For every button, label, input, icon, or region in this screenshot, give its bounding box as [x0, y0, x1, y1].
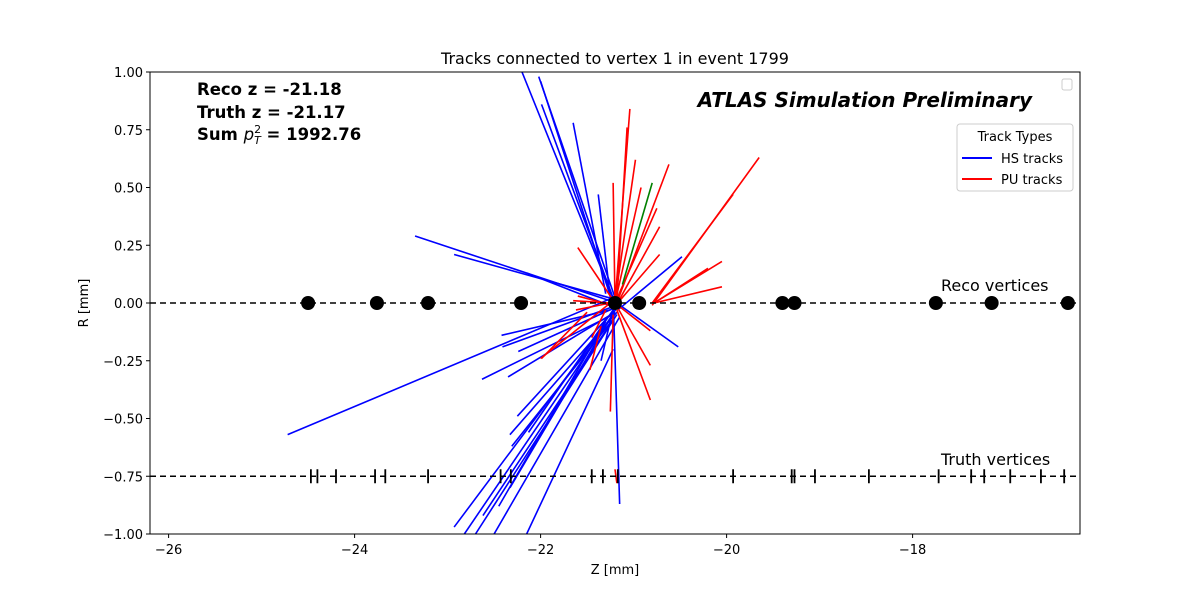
sum-pt2-value: = 1992.76: [261, 125, 361, 144]
hs-track-line: [539, 80, 612, 297]
pu-track-line: [653, 286, 723, 304]
legend-pu-label: PU tracks: [1001, 173, 1063, 188]
hs-track-line: [597, 194, 612, 299]
y-tick-label: −0.50: [103, 413, 143, 428]
pu-track-line: [612, 182, 616, 304]
y-tick-label: −0.25: [103, 355, 143, 370]
reco-vertex-marker: [632, 296, 647, 310]
x-tick-label: −24: [341, 543, 368, 558]
reco-z-text: Reco z = -21.18: [197, 80, 342, 99]
pu-track-line: [651, 193, 734, 304]
reco-vertex-marker: [1060, 296, 1075, 310]
hs-track-line: [414, 235, 618, 304]
reco-vertex-marker: [421, 296, 436, 310]
pu-track-line: [577, 247, 616, 304]
hs-track-line: [507, 311, 616, 378]
x-tick-label: −20: [713, 543, 740, 558]
pu-track-line: [589, 325, 602, 371]
pu-track-line: [614, 187, 642, 304]
reco-vertex-marker: [787, 296, 802, 310]
empty-legend-box: [1061, 78, 1073, 91]
pu-track-line: [540, 311, 588, 360]
hs-track-line: [521, 72, 614, 299]
pu-track-line: [614, 302, 652, 366]
pu-track-line: [614, 226, 661, 309]
hs-track-line: [481, 313, 614, 380]
pu-track-line: [577, 295, 605, 304]
vertices-layer: [301, 296, 1075, 484]
pu-track-line: [609, 314, 614, 412]
y-tick-label: 0.25: [114, 239, 143, 254]
reco-vertex-marker: [775, 296, 790, 310]
reco-vertex-marker: [301, 296, 316, 310]
reco-vertex-marker: [928, 296, 943, 310]
hs-track-line: [463, 311, 616, 534]
pu-track-line: [614, 302, 651, 332]
y-tick-label: 0.00: [114, 297, 143, 312]
reco-vertex-marker: [369, 296, 384, 310]
hs-track-line: [493, 316, 621, 534]
hs-track-line: [287, 295, 618, 436]
hs-track-line: [474, 314, 618, 534]
x-tick-label: −26: [155, 543, 182, 558]
atlas-label: ATLAS Simulation Preliminary: [696, 88, 1033, 112]
y-axis: −1.00 −0.75 −0.50 −0.25 0.00 0.25 0.50 0.75 1.00: [103, 66, 150, 543]
pu-track-line: [616, 309, 652, 401]
plot-area: [150, 72, 1080, 534]
hs-track-line: [525, 348, 614, 534]
legend-hs-label: HS tracks: [1001, 152, 1063, 167]
sum-pt2-prefix: Sum: [197, 125, 244, 144]
hs-track-line: [617, 256, 683, 311]
hs-track-line: [517, 306, 616, 353]
pu-track-line: [540, 302, 611, 360]
reco-vertex-marker: [608, 296, 622, 310]
y-tick-label: 0.50: [114, 182, 143, 197]
pu-track-line: [653, 267, 709, 304]
hs-track-line: [453, 314, 614, 528]
y-tick-label: −0.75: [103, 470, 143, 485]
y-axis-label: R [mm]: [77, 279, 92, 328]
x-axis-label: Z [mm]: [591, 563, 640, 578]
x-tick-label: −18: [899, 543, 926, 558]
x-tick-label: −22: [527, 543, 554, 558]
pu-track-line: [575, 302, 611, 311]
legend-frame: [956, 123, 1074, 192]
pu-track-line: [616, 127, 628, 301]
pu-track-line: [591, 309, 607, 339]
pu-track-line: [619, 253, 661, 302]
reco-vertex-marker: [984, 296, 999, 310]
sum-pt2-superscript: 2: [254, 123, 261, 136]
pu-track-line: [614, 207, 658, 304]
sum-pt2-text: Sum p2 T = 1992.76: [197, 123, 361, 147]
truth-z-text: Truth z = -21.17: [197, 103, 346, 122]
other-track-line: [621, 182, 653, 285]
y-tick-label: −1.00: [103, 528, 143, 543]
y-tick-label: 1.00: [114, 66, 143, 81]
sum-pt2-subscript: T: [254, 134, 262, 147]
reco-vertices-label: Reco vertices: [941, 276, 1049, 295]
y-tick-label: 0.75: [114, 124, 143, 139]
x-axis: −26 −24 −22 −20 −18: [155, 534, 926, 558]
sum-pt2-symbol: p: [243, 125, 254, 144]
truth-vertices-label: Truth vertices: [940, 450, 1050, 469]
tracks-layer: [287, 72, 760, 534]
hs-track-line: [540, 104, 616, 304]
legend: Track Types HS tracks PU tracks: [956, 123, 1074, 192]
hs-track-line: [482, 323, 612, 516]
chart-title: Tracks connected to vertex 1 in event 17…: [440, 49, 789, 68]
legend-title: Track Types: [977, 130, 1053, 145]
reco-vertex-marker: [514, 296, 529, 310]
hs-track-line: [616, 302, 679, 348]
